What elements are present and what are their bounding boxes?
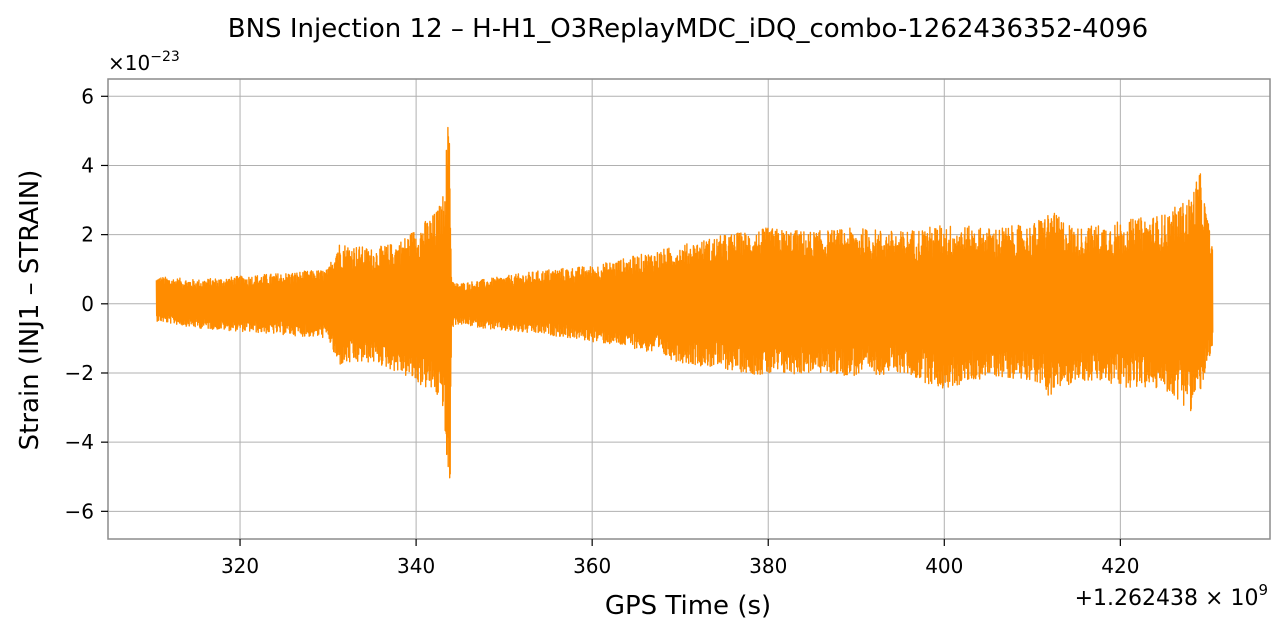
y-tick-label: 0 <box>81 292 94 316</box>
y-scale-exponent: −23 <box>150 49 180 65</box>
x-tick-label: 400 <box>925 554 963 578</box>
strain-series-line <box>155 126 1214 479</box>
x-offset-exponent: 9 <box>1258 581 1268 599</box>
x-axis-label: GPS Time (s) <box>605 591 771 621</box>
y-scale-base: ×10 <box>108 51 150 75</box>
y-tick-label: 6 <box>81 84 94 108</box>
y-scale-label: ×10−23 <box>108 49 180 75</box>
x-tick-label: 340 <box>397 554 435 578</box>
series-layer <box>155 126 1214 479</box>
y-tick-label: 2 <box>81 223 94 247</box>
x-offset-base: +1.262438 × 10 <box>1075 586 1259 611</box>
y-tick-label: −4 <box>65 430 94 454</box>
x-tick-label: 360 <box>573 554 611 578</box>
y-tick-label: −6 <box>65 499 94 523</box>
x-offset-label: +1.262438 × 109 <box>1075 581 1268 611</box>
y-tick-label: 4 <box>81 153 94 177</box>
y-axis-label: Strain (INJ1 – STRAIN) <box>15 170 45 451</box>
chart-title: BNS Injection 12 – H-H1_O3ReplayMDC_iDQ_… <box>228 14 1148 44</box>
x-tick-label: 320 <box>221 554 259 578</box>
x-tick-label: 420 <box>1101 554 1139 578</box>
x-tick-label: 380 <box>749 554 787 578</box>
axis-ticks: 320 340 360 380 400 420 −6 −4 −2 0 2 4 6 <box>65 84 1140 578</box>
y-tick-label: −2 <box>65 361 94 385</box>
plot-frame <box>107 78 1271 540</box>
